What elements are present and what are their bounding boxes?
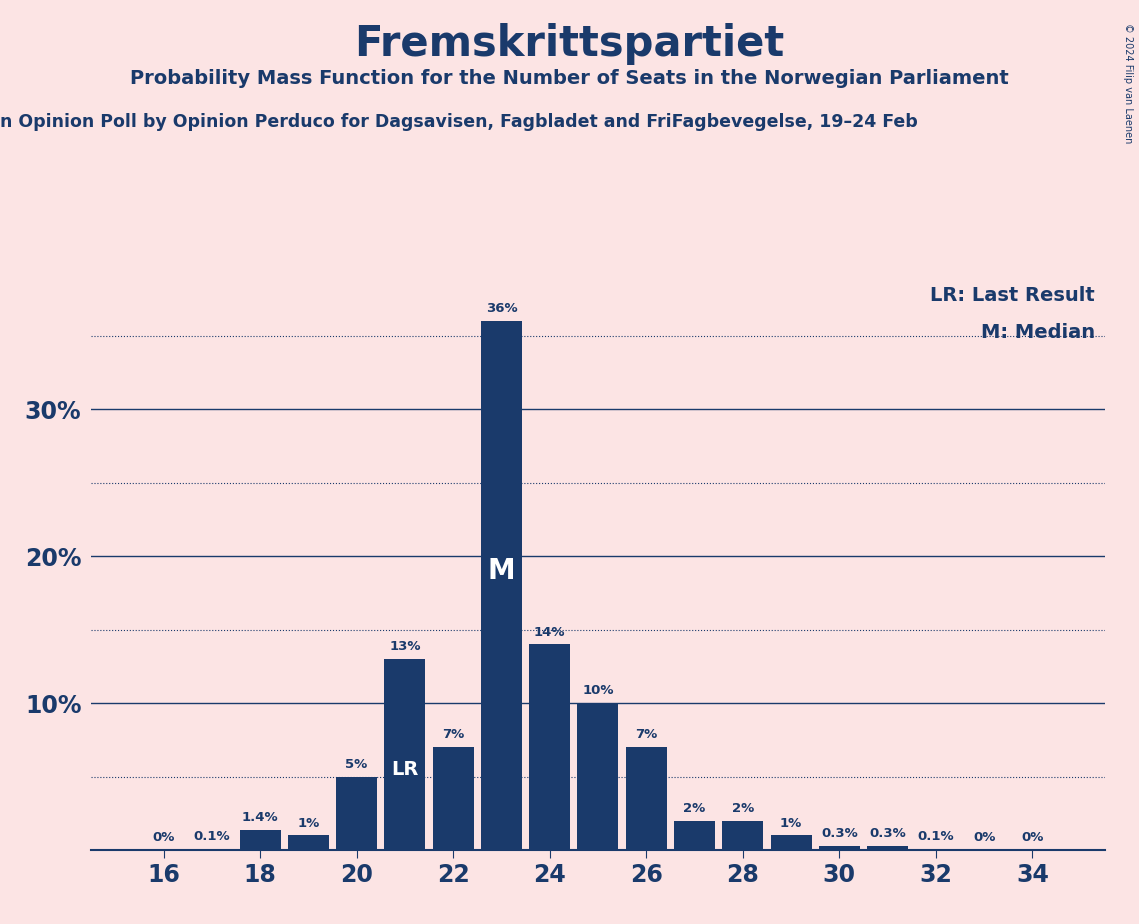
Text: LR: Last Result: LR: Last Result xyxy=(929,286,1095,305)
Text: 1%: 1% xyxy=(780,817,802,830)
Bar xyxy=(722,821,763,850)
Text: 0.3%: 0.3% xyxy=(869,827,906,840)
Bar xyxy=(771,835,812,850)
Text: 10%: 10% xyxy=(582,685,614,698)
Text: Fremskrittspartiet: Fremskrittspartiet xyxy=(354,23,785,65)
Text: © 2024 Filip van Laenen: © 2024 Filip van Laenen xyxy=(1123,23,1133,143)
Bar xyxy=(239,830,280,850)
Bar xyxy=(625,748,666,850)
Bar xyxy=(481,322,522,850)
Text: 13%: 13% xyxy=(390,640,420,653)
Bar xyxy=(191,848,232,850)
Text: 36%: 36% xyxy=(485,302,517,315)
Text: 0.1%: 0.1% xyxy=(194,830,230,843)
Text: 2%: 2% xyxy=(731,802,754,815)
Bar xyxy=(867,845,908,850)
Text: 0%: 0% xyxy=(153,832,174,845)
Text: 7%: 7% xyxy=(442,728,465,741)
Bar xyxy=(433,748,474,850)
Bar xyxy=(336,777,377,850)
Text: LR: LR xyxy=(391,760,418,779)
Text: M: Median: M: Median xyxy=(981,323,1095,342)
Bar xyxy=(819,845,860,850)
Text: M: M xyxy=(487,557,515,585)
Text: 5%: 5% xyxy=(345,758,368,771)
Text: 7%: 7% xyxy=(636,728,657,741)
Bar xyxy=(577,703,618,850)
Text: Probability Mass Function for the Number of Seats in the Norwegian Parliament: Probability Mass Function for the Number… xyxy=(130,69,1009,89)
Text: 1.4%: 1.4% xyxy=(241,810,278,823)
Text: 14%: 14% xyxy=(534,626,565,638)
Text: 1%: 1% xyxy=(297,817,319,830)
Bar xyxy=(288,835,329,850)
Text: n Opinion Poll by Opinion Perduco for Dagsavisen, Fagbladet and FriFagbevegelse,: n Opinion Poll by Opinion Perduco for Da… xyxy=(0,113,918,130)
Text: 0%: 0% xyxy=(973,832,995,845)
Bar xyxy=(530,644,571,850)
Text: 0.1%: 0.1% xyxy=(918,830,954,843)
Bar xyxy=(674,821,715,850)
Text: 2%: 2% xyxy=(683,802,706,815)
Text: 0%: 0% xyxy=(1022,832,1043,845)
Bar xyxy=(384,659,425,850)
Bar xyxy=(916,848,957,850)
Text: 0.3%: 0.3% xyxy=(821,827,858,840)
